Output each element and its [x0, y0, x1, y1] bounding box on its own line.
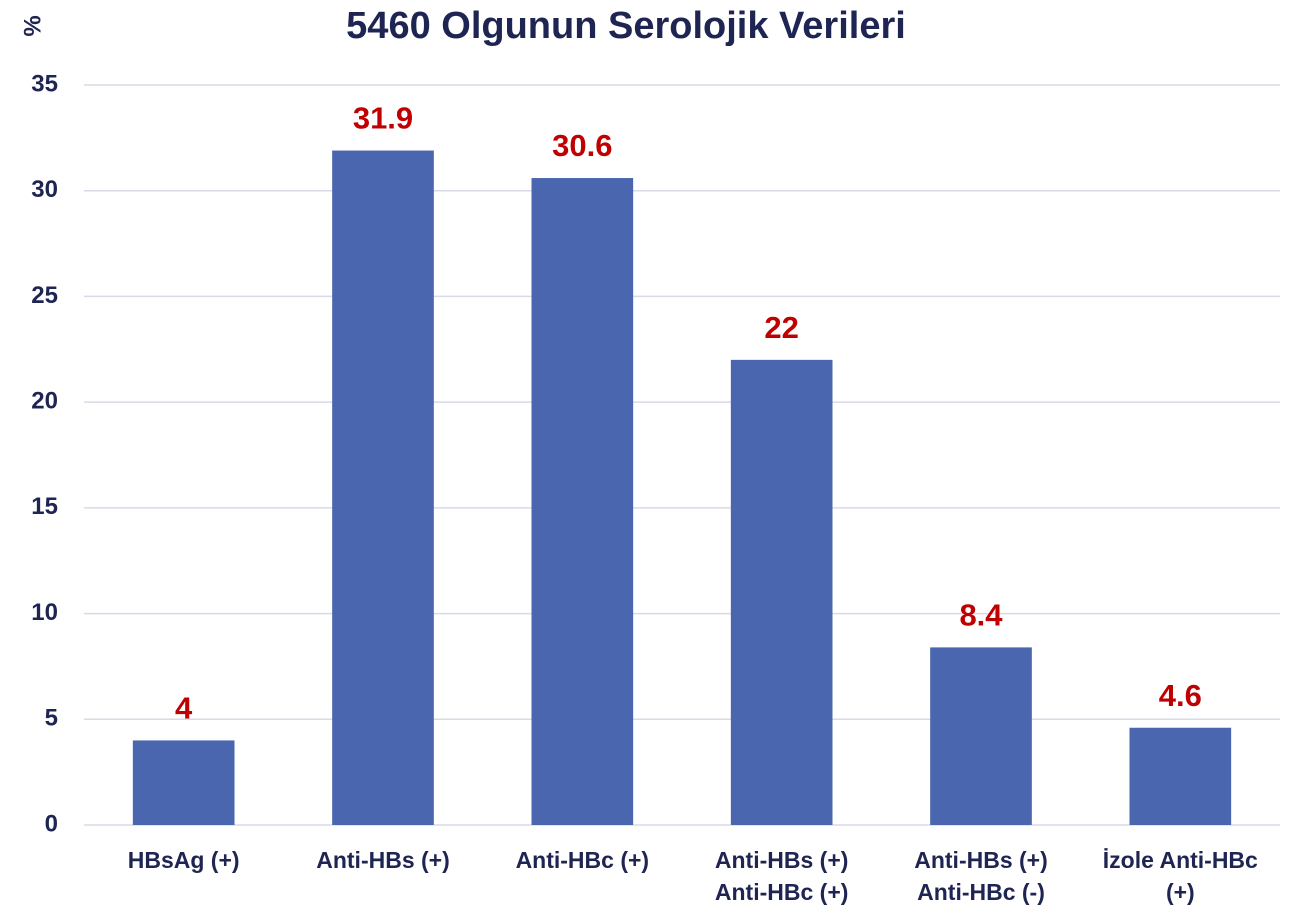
- y-tick-label: 15: [31, 493, 58, 520]
- y-tick-label: 25: [31, 282, 58, 309]
- x-tick-label: Anti-HBc (+): [516, 847, 650, 873]
- bar: [332, 150, 434, 826]
- x-tick-label: (+): [1166, 879, 1195, 905]
- data-label: 30.6: [552, 128, 612, 163]
- y-tick-label: 35: [31, 70, 58, 97]
- x-tick-label: Anti-HBs (+): [914, 847, 1048, 873]
- bar: [930, 647, 1032, 825]
- y-tick-label: 5: [45, 705, 58, 732]
- y-axis-label: %: [19, 15, 46, 36]
- x-tick-label: HBsAg (+): [128, 847, 240, 873]
- bar: [531, 178, 634, 825]
- x-tick-label: Anti-HBc (-): [917, 879, 1045, 905]
- data-label: 22: [764, 310, 798, 345]
- y-tick-label: 20: [31, 387, 58, 414]
- chart-title: 5460 Olgunun Serolojik Verileri: [346, 5, 906, 47]
- bar: [730, 359, 833, 825]
- data-label: 4: [175, 691, 193, 726]
- x-tick-label: Anti-HBs (+): [715, 847, 849, 873]
- data-label: 4.6: [1159, 678, 1202, 713]
- x-tick-label: Anti-HBs (+): [316, 847, 450, 873]
- data-label: 8.4: [959, 598, 1003, 633]
- bar: [1129, 727, 1232, 825]
- y-tick-label: 10: [31, 599, 58, 626]
- bar: [132, 740, 235, 825]
- y-tick-label: 30: [31, 176, 58, 203]
- x-tick-label: Anti-HBc (+): [715, 879, 849, 905]
- data-label: 31.9: [353, 101, 413, 136]
- y-tick-label: 0: [45, 810, 58, 837]
- x-tick-label: İzole Anti-HBc: [1103, 847, 1258, 873]
